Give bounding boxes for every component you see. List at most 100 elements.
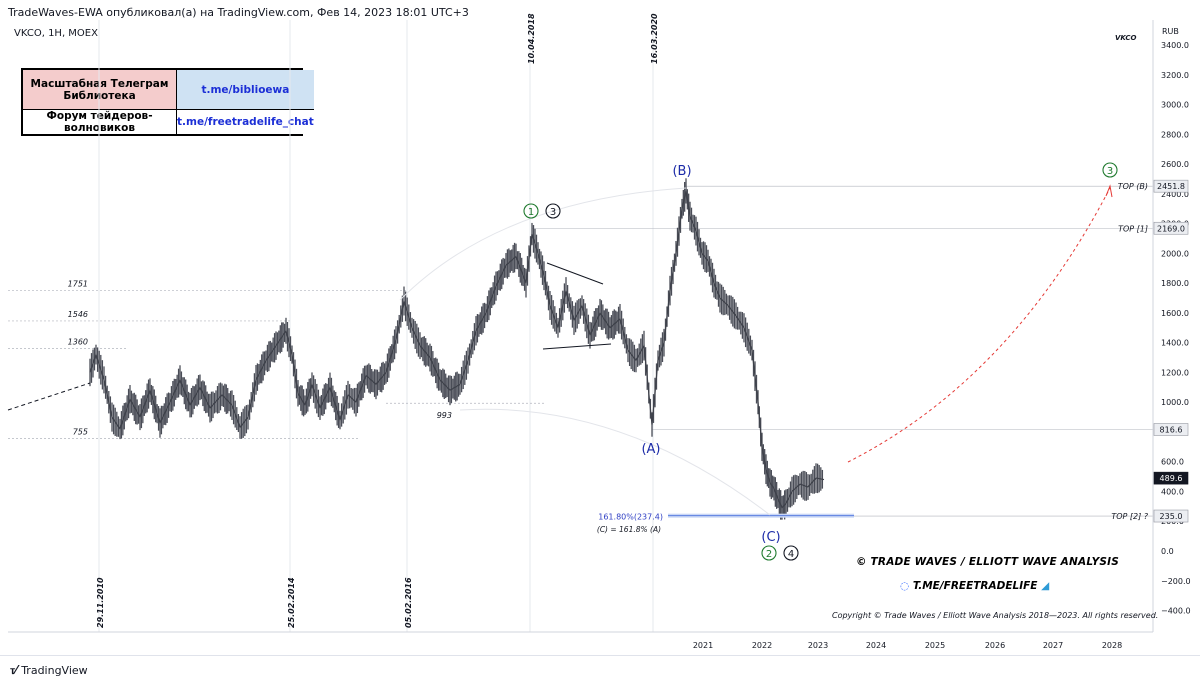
wave-label-b: (B) [672, 164, 691, 179]
brand-link[interactable]: ◌ T.ME/FREETRADELIFE ◢ [900, 580, 1049, 592]
support-label: 755 [73, 428, 88, 437]
wave-circle-3: 3 [545, 203, 561, 219]
table-link-forum[interactable]: t.me/freetradelife_chat [177, 110, 314, 134]
support-label: 1360 [68, 338, 88, 347]
level-label: TOP (B) [1118, 182, 1148, 191]
circle-text: 2 [766, 549, 772, 560]
triangle-lower [542, 343, 612, 350]
y-tick-label: 1400.0 [1161, 339, 1189, 348]
y-tick-label: 0.0 [1161, 547, 1174, 556]
tradingview-logo-icon: ⲧ⁄ [10, 663, 18, 677]
price-tag: 489.6 [1153, 471, 1189, 485]
circle-ring [1102, 162, 1118, 178]
circle-text: 1 [528, 207, 534, 218]
circle-text: 4 [788, 549, 794, 560]
time-axis: 2021 2022 2023 2024 2025 2026 2027 2028 [8, 631, 1153, 650]
x-year-tick: 2025 [925, 641, 945, 650]
price-tag: 235.0 [1153, 509, 1189, 523]
x-year-tick: 2028 [1102, 641, 1122, 650]
wave-arc-upper [399, 187, 687, 301]
level-label: TOP [2] ? [1111, 512, 1148, 521]
fib-label: 161.80%(237.4) [598, 513, 663, 522]
projection-path [847, 187, 1111, 463]
copyright-text: Copyright © Trade Waves / Elliott Wave A… [832, 611, 1159, 620]
y-tick-label: −400.0 [1161, 607, 1191, 616]
brand-title: © TRADE WAVES / ELLIOTT WAVE ANALYSIS [856, 556, 1120, 568]
wave-circle-4: 4 [783, 545, 799, 561]
x-year-tick: 2023 [808, 641, 828, 650]
grid-lines: 29.11.2010 25.02.2014 05.02.2016 10.04.2018… [96, 13, 659, 632]
support-label: 993 [437, 411, 452, 420]
table-cell-forum: Форум тейдеров-волновиков [23, 110, 177, 134]
circle-text: 3 [550, 207, 556, 218]
wave-arc-lower [459, 408, 771, 516]
x-year-tick: 2022 [752, 641, 772, 650]
y-tick-label: 600.0 [1161, 458, 1184, 467]
y-tick-label: 1200.0 [1161, 368, 1189, 377]
y-tick-label: 1000.0 [1161, 398, 1189, 407]
vertical-date-label: 10.04.2018 [527, 13, 536, 64]
symbol-info: VKCO, 1H, MOEX [14, 28, 98, 39]
vertical-date-label: 05.02.2016 [404, 577, 413, 628]
price-series [7, 178, 825, 520]
y-tick-label: 3200.0 [1161, 71, 1189, 80]
price-line [89, 190, 825, 509]
level-label: TOP [1] [1118, 224, 1148, 233]
currency-label: RUB [1162, 27, 1179, 36]
wave-circle-2: 2 [761, 545, 777, 561]
wave-label-c: (C) [761, 530, 780, 545]
wave-circle-1: 1 [523, 203, 539, 219]
wave-circle-target: 3 [1102, 162, 1118, 178]
y-tick-label: 2000.0 [1161, 249, 1189, 258]
publisher-header: TradeWaves-EWA опубликовал(а) на Trading… [8, 6, 469, 19]
price-tag: 816.6 [1153, 423, 1189, 436]
circle-text: 3 [1107, 166, 1113, 177]
footer-bar: ⲧ⁄ TradingView [0, 655, 1200, 682]
price-tag-box [1153, 471, 1189, 485]
price-tag-box [1153, 221, 1189, 235]
price-tag-text: 2169.0 [1157, 224, 1185, 233]
circle-ring [783, 545, 799, 561]
tradingview-logo[interactable]: ⲧ⁄ TradingView [10, 663, 88, 678]
y-tick-label: 2800.0 [1161, 130, 1189, 139]
tradingview-logo-text: TradingView [21, 664, 88, 677]
y-tick-label: −200.0 [1161, 577, 1191, 586]
vertical-date-label: 29.11.2010 [96, 577, 105, 628]
support-label: 1751 [68, 279, 88, 288]
y-tick-label: 1600.0 [1161, 309, 1189, 318]
price-chart[interactable]: 29.11.2010 25.02.2014 05.02.2016 10.04.2018… [0, 0, 1200, 656]
circle-ring [523, 203, 539, 219]
link-icon: ◌ [900, 580, 910, 592]
price-axis: RUB VKCO 3400.0 3200.0 3000.0 2800.0 2600.0 240… [1115, 20, 1191, 632]
table-link-library[interactable]: t.me/biblioewa [177, 70, 314, 110]
x-year-tick: 2024 [866, 641, 886, 650]
price-tag-text: 2451.8 [1157, 182, 1185, 191]
wave-icon: ◢ [1041, 580, 1050, 592]
lead-in-trend [7, 382, 91, 411]
price-tag-text: 816.6 [1160, 425, 1183, 434]
circle-ring [545, 203, 561, 219]
annotations: 161.80%(237.4) (C) = 161.8% (A) (B) (A) (C) 1… [399, 162, 1118, 561]
wave-label-a: (A) [641, 442, 660, 457]
ticker-label: VKCO [1115, 34, 1137, 42]
triangle-upper [546, 262, 604, 285]
y-tick-label: 400.0 [1161, 487, 1184, 496]
price-tag-box [1153, 179, 1189, 193]
fib-note: (C) = 161.8% (A) [597, 525, 661, 534]
support-label: 1546 [68, 310, 88, 319]
circle-ring [761, 545, 777, 561]
y-tick-label: 1800.0 [1161, 279, 1189, 288]
price-tag-box [1153, 509, 1189, 523]
price-tag: 2451.8 [1153, 179, 1189, 193]
x-year-tick: 2027 [1043, 641, 1063, 650]
price-tag-box [1153, 423, 1189, 436]
y-tick-label: 3000.0 [1161, 101, 1189, 110]
y-tick-label: 2400.0 [1161, 190, 1189, 199]
price-tag-text: 489.6 [1160, 474, 1183, 483]
table-cell-library: Масштабная Телеграм Библиотека [23, 70, 177, 110]
price-tag-text: 235.0 [1160, 512, 1183, 521]
x-year-tick: 2021 [693, 641, 713, 650]
y-tick-label: 3400.0 [1161, 41, 1189, 50]
price-tag: 2169.0 [1153, 221, 1189, 235]
level-lines: TOP (B) TOP [1] TOP [2] ? 1751 1546 1360 993 75… [8, 182, 1153, 521]
